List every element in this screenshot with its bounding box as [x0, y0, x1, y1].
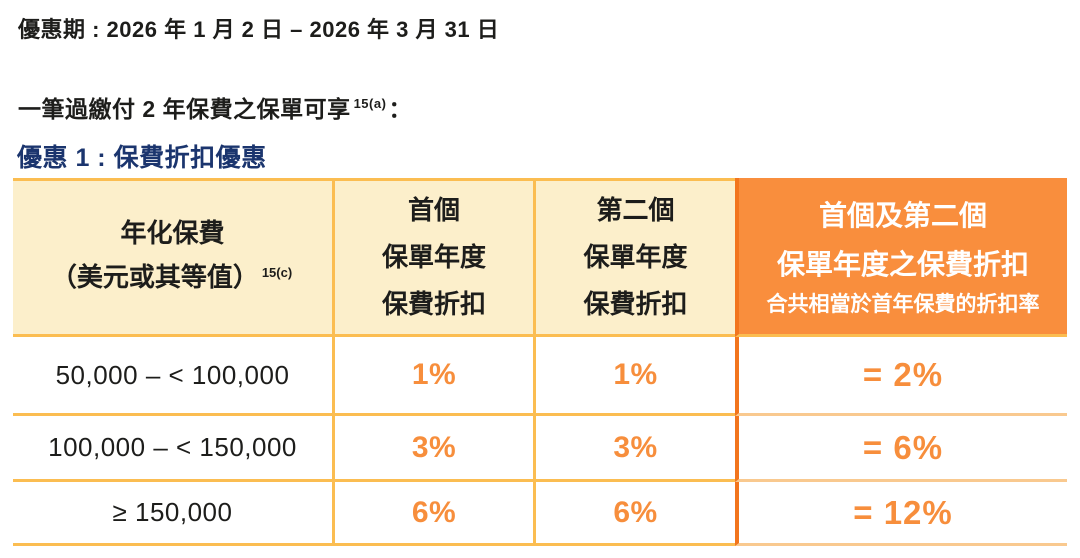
header-first-year-line2: 保單年度: [381, 242, 486, 272]
header-combined-subtitle: 合共相當於首年保費的折扣率: [766, 293, 1040, 316]
promo-period-text: 優惠期 : 2026 年 1 月 2 日 – 2026 年 3 月 31 日: [18, 17, 500, 42]
header-second-year-discount: 第二個 保單年度 保費折扣: [533, 178, 735, 337]
footnote-ref-15c: 15(c): [261, 265, 293, 280]
eligibility-text: 一筆過繳付 2 年保費之保單可享 15(a)：: [18, 90, 412, 124]
row3-second-year-discount: 6%: [533, 482, 735, 546]
row2-combined-discount: = 6%: [735, 416, 1067, 482]
header-annualized-premium-line2-text: （美元或其等值）: [50, 262, 259, 292]
header-second-year-line2: 保單年度: [583, 242, 688, 272]
header-annualized-premium-line2: （美元或其等值） 15(c): [51, 255, 294, 304]
row1-first-year-discount: 1%: [332, 337, 533, 416]
row3-combined-discount: = 12%: [735, 482, 1067, 546]
row3-first-year-discount: 6%: [332, 482, 533, 546]
row3-premium-band: ≥ 150,000: [13, 482, 332, 546]
header-second-year-line3: 保費折扣: [583, 289, 688, 319]
header-first-year-discount: 首個 保單年度 保費折扣: [332, 178, 533, 337]
eligibility-colon: ：: [388, 96, 412, 122]
header-annualized-premium: 年化保費 （美元或其等值） 15(c): [13, 178, 332, 337]
row1-second-year-discount: 1%: [533, 337, 735, 416]
row2-second-year-discount: 3%: [533, 416, 735, 482]
header-first-year-line1: 首個: [407, 195, 460, 225]
premium-discount-table: 年化保費 （美元或其等值） 15(c) 首個 保單年度 保費折扣 第二個 保單年度…: [13, 178, 1067, 546]
row1-combined-discount: = 2%: [735, 337, 1067, 416]
header-second-year-line1: 第二個: [596, 195, 675, 225]
header-combined-discount: 首個及第二個 保單年度之保費折扣 合共相當於首年保費的折扣率: [735, 178, 1067, 337]
footnote-ref-15a: 15(a): [353, 96, 387, 111]
eligibility-main: 一筆過繳付 2 年保費之保單可享: [18, 96, 351, 122]
row2-first-year-discount: 3%: [332, 416, 533, 482]
row2-premium-band: 100,000 – < 150,000: [13, 416, 332, 482]
header-annualized-premium-line1: 年化保費: [120, 218, 225, 248]
header-combined-line2: 保單年度之保費折扣: [776, 249, 1029, 280]
offer-heading: 優惠 1 : 保費折扣優惠: [17, 144, 267, 172]
row1-premium-band: 50,000 – < 100,000: [13, 337, 332, 416]
header-combined-line1: 首個及第二個: [818, 200, 987, 231]
header-first-year-line3: 保費折扣: [381, 289, 486, 319]
